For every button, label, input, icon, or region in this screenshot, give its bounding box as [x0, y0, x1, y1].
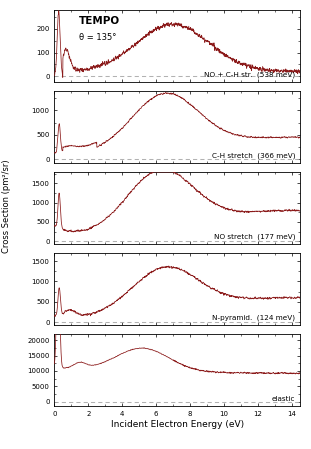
Text: C-H stretch  (366 meV): C-H stretch (366 meV) [212, 152, 295, 159]
Text: elastic: elastic [272, 396, 295, 402]
X-axis label: Incident Electron Energy (eV): Incident Electron Energy (eV) [111, 420, 244, 429]
Text: θ = 135°: θ = 135° [79, 33, 116, 42]
Text: Cross Section (pm²/sr): Cross Section (pm²/sr) [2, 160, 11, 253]
Text: NO + C-H str.  (538 meV): NO + C-H str. (538 meV) [204, 71, 295, 78]
Text: TEMPO: TEMPO [79, 16, 120, 26]
Text: NO stretch  (177 meV): NO stretch (177 meV) [214, 233, 295, 240]
Text: N-pyramid.  (124 meV): N-pyramid. (124 meV) [212, 314, 295, 321]
